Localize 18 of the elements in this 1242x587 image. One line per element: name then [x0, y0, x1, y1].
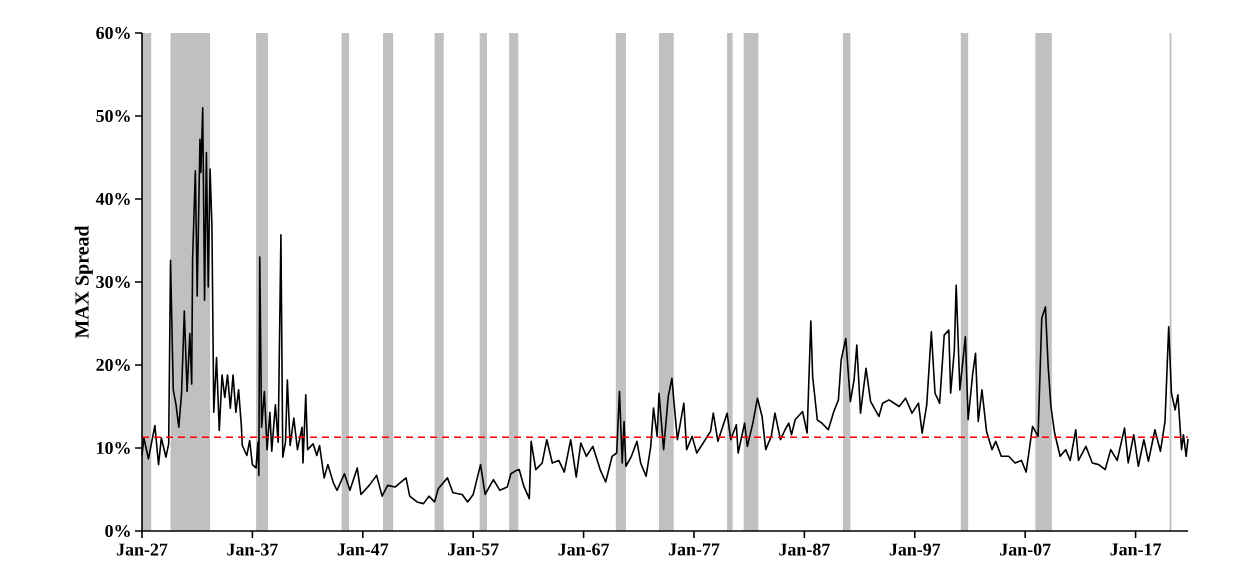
y-axis-title: MAX Spread: [74, 225, 93, 339]
x-tick-label: Jan-17: [1110, 543, 1162, 556]
x-tick-label: Jan-07: [1000, 543, 1051, 556]
y-tick-label: 20%: [96, 358, 130, 372]
y-tick-label: 60%: [96, 26, 130, 40]
x-tick-label: Jan-57: [448, 543, 499, 556]
x-tick-label: Jan-27: [116, 543, 168, 556]
x-tick-label: Jan-47: [337, 543, 389, 556]
y-tick-label: 30%: [96, 275, 130, 289]
x-tick-label: Jan-97: [889, 543, 941, 556]
y-tick-label: 40%: [95, 192, 130, 206]
x-tick-label: Jan-67: [558, 543, 610, 556]
x-tick-label: Jan-37: [227, 543, 278, 556]
x-tick-label: Jan-77: [668, 543, 720, 556]
y-tick-label: 50%: [96, 109, 130, 123]
x-tick-label: Jan-87: [779, 543, 830, 556]
y-tick-label: 10%: [97, 441, 130, 455]
y-tick-label: 0%: [105, 524, 130, 538]
